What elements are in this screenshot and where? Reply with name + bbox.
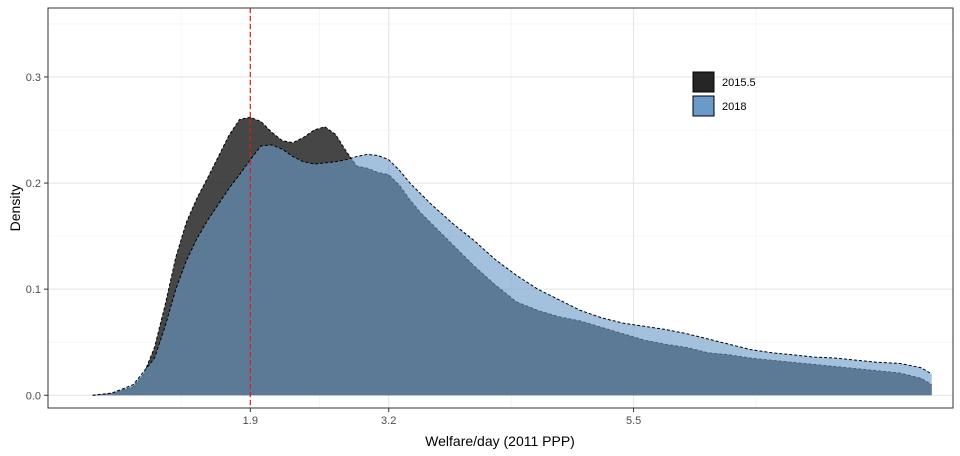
legend-label-2018: 2018 xyxy=(722,101,746,113)
x-tick-label: 3.2 xyxy=(381,415,396,427)
y-tick-label: 0.1 xyxy=(26,284,41,296)
panel-border xyxy=(47,7,954,409)
y-tick-label: 0.0 xyxy=(26,390,41,402)
legend-label-2015.5: 2015.5 xyxy=(722,77,756,89)
density-areas xyxy=(92,116,932,396)
x-tick-label: 5.5 xyxy=(626,415,641,427)
legend-swatch-2015.5 xyxy=(692,71,715,93)
legend: 2015.5 2018 xyxy=(692,71,756,117)
y-tick-label: 0.2 xyxy=(26,178,41,190)
density-line-2018 xyxy=(92,144,932,396)
y-axis-title: Density xyxy=(7,185,23,232)
area-2018 xyxy=(92,144,932,396)
x-axis-title: Welfare/day (2011 PPP) xyxy=(425,433,575,449)
y-tick-label: 0.3 xyxy=(26,72,41,84)
x-tick-label: 1.9 xyxy=(243,415,258,427)
axes: 1.9 3.2 5.5 0.0 0.1 0.2 0.3 xyxy=(26,72,642,427)
legend-swatch-2018 xyxy=(692,95,715,117)
